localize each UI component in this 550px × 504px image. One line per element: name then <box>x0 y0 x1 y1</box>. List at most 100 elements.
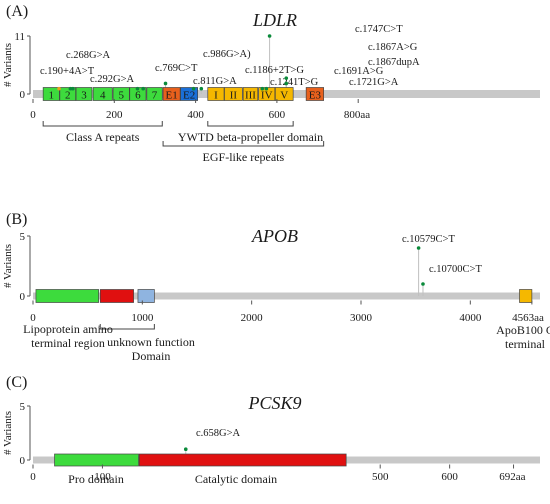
domain-box <box>59 87 77 101</box>
domain-box <box>112 87 130 101</box>
domain-number-label: E3 <box>309 90 322 102</box>
y-tick-label: 0 <box>20 455 26 467</box>
variant-label: c.292G>A <box>90 74 135 85</box>
variant-label: c.1747C>T <box>355 24 403 35</box>
domain-number-label: 3 <box>81 90 87 102</box>
x-tick-label: 3000 <box>350 312 373 324</box>
gene-title: PCSK9 <box>247 393 301 413</box>
variant-dot <box>135 86 140 91</box>
domain-number-label: 5 <box>118 90 124 102</box>
variant-dot <box>284 81 289 86</box>
domain-box <box>224 87 243 101</box>
bracket-label: YWTD beta-propeller domain <box>178 130 323 144</box>
domain-number-label: 6 <box>135 90 141 102</box>
domain-box <box>35 289 99 303</box>
gene-title: APOB <box>251 226 298 246</box>
x-tick-label: 0 <box>30 109 36 121</box>
domain-box <box>242 87 259 101</box>
x-tick-label: 800aa <box>344 109 370 121</box>
domain-bracket <box>162 141 325 147</box>
y-axis-title: # Variants <box>2 411 14 455</box>
bracket-label: EGF-like repeats <box>203 150 285 164</box>
domain-bracket <box>207 121 294 127</box>
variant-label: c.1241T>G <box>270 77 319 88</box>
x-tick-label: 200 <box>106 109 123 121</box>
variant-dot <box>163 81 168 86</box>
variant-dot <box>416 246 421 250</box>
domain-number-label: E2 <box>183 90 195 102</box>
domain-box <box>42 87 60 101</box>
x-tick-label: 692aa <box>499 471 525 483</box>
domain-number-label: 7 <box>152 90 158 102</box>
domain-box <box>137 289 155 303</box>
variant-dot <box>264 86 269 91</box>
variant-dot <box>284 76 289 80</box>
x-tick-label: 0 <box>30 312 36 324</box>
variant-label: c.10579C>T <box>402 234 455 245</box>
variant-label: c.1721G>A <box>349 77 399 88</box>
domain-box <box>519 289 533 303</box>
domain-number-label: 4 <box>100 90 106 102</box>
domain-box <box>305 87 324 101</box>
variant-label: c.190+4A>T <box>40 66 95 77</box>
bracket-label: Class A repeats <box>66 130 140 144</box>
gene-title: LDLR <box>252 10 297 30</box>
domain-number-label: IV <box>261 90 273 102</box>
domain-caption: terminal region <box>31 336 105 350</box>
domain-number-label: V <box>280 90 288 102</box>
variant-label: c.268G>A <box>66 50 111 61</box>
variant-dot <box>260 86 265 91</box>
domain-box <box>54 453 139 467</box>
panel-label: (C) <box>6 374 27 391</box>
variant-dot <box>199 86 204 91</box>
x-tick-label: 500 <box>372 471 389 483</box>
variant-label: c.1867dupA <box>368 57 420 68</box>
variant-dot <box>267 34 272 38</box>
domain-number-label: I <box>214 90 218 102</box>
x-tick-label: 4563aa <box>512 312 544 324</box>
variant-dot <box>57 86 61 91</box>
y-tick-label: 0 <box>20 89 26 101</box>
x-tick-label: 2000 <box>241 312 264 324</box>
y-tick-label: 5 <box>20 231 26 243</box>
variant-dot <box>71 86 75 91</box>
variant-dot <box>183 447 188 452</box>
y-axis-title: # Variants <box>2 244 14 288</box>
domain-box <box>180 87 198 101</box>
variant-label: c.811G>A <box>193 76 237 87</box>
x-tick-label: 4000 <box>459 312 482 324</box>
domain-number-label: E1 <box>165 90 177 102</box>
domain-box <box>207 87 225 101</box>
y-axis-title: # Variants <box>2 43 14 87</box>
domain-number-label: II <box>230 90 238 102</box>
x-tick-label: 100 <box>94 471 111 483</box>
domain-caption: unknown function <box>107 335 195 349</box>
protein-backbone <box>33 292 540 300</box>
domain-caption: Catalytic domain <box>195 472 277 486</box>
panel-label: (B) <box>6 211 27 228</box>
y-tick-label: 0 <box>20 291 26 303</box>
domain-box <box>146 87 163 101</box>
domain-caption: ApoB100 C <box>496 323 550 337</box>
variant-label: c.1186+2T>G <box>245 65 304 76</box>
variant-dot <box>141 86 145 91</box>
x-tick-label: 600 <box>269 109 286 121</box>
x-tick-label: 1000 <box>131 312 154 324</box>
domain-caption: Lipoprotein amino <box>23 322 113 336</box>
variant-dot <box>421 282 425 286</box>
variant-dot <box>191 86 196 91</box>
domain-bracket <box>99 324 155 330</box>
domain-bracket <box>42 121 163 127</box>
variant-label: c.1691A>G <box>334 66 384 77</box>
domain-number-label: 2 <box>65 90 71 102</box>
domain-box <box>274 87 294 101</box>
domain-box <box>99 289 134 303</box>
variant-label: c.1867A>G <box>368 42 418 53</box>
domain-number-label: III <box>245 90 256 102</box>
domain-box <box>138 453 347 467</box>
panel-label: (A) <box>6 3 28 20</box>
variant-label: c.769C>T <box>155 63 198 74</box>
x-tick-label: 600 <box>441 471 458 483</box>
y-tick-label: 11 <box>14 31 25 43</box>
